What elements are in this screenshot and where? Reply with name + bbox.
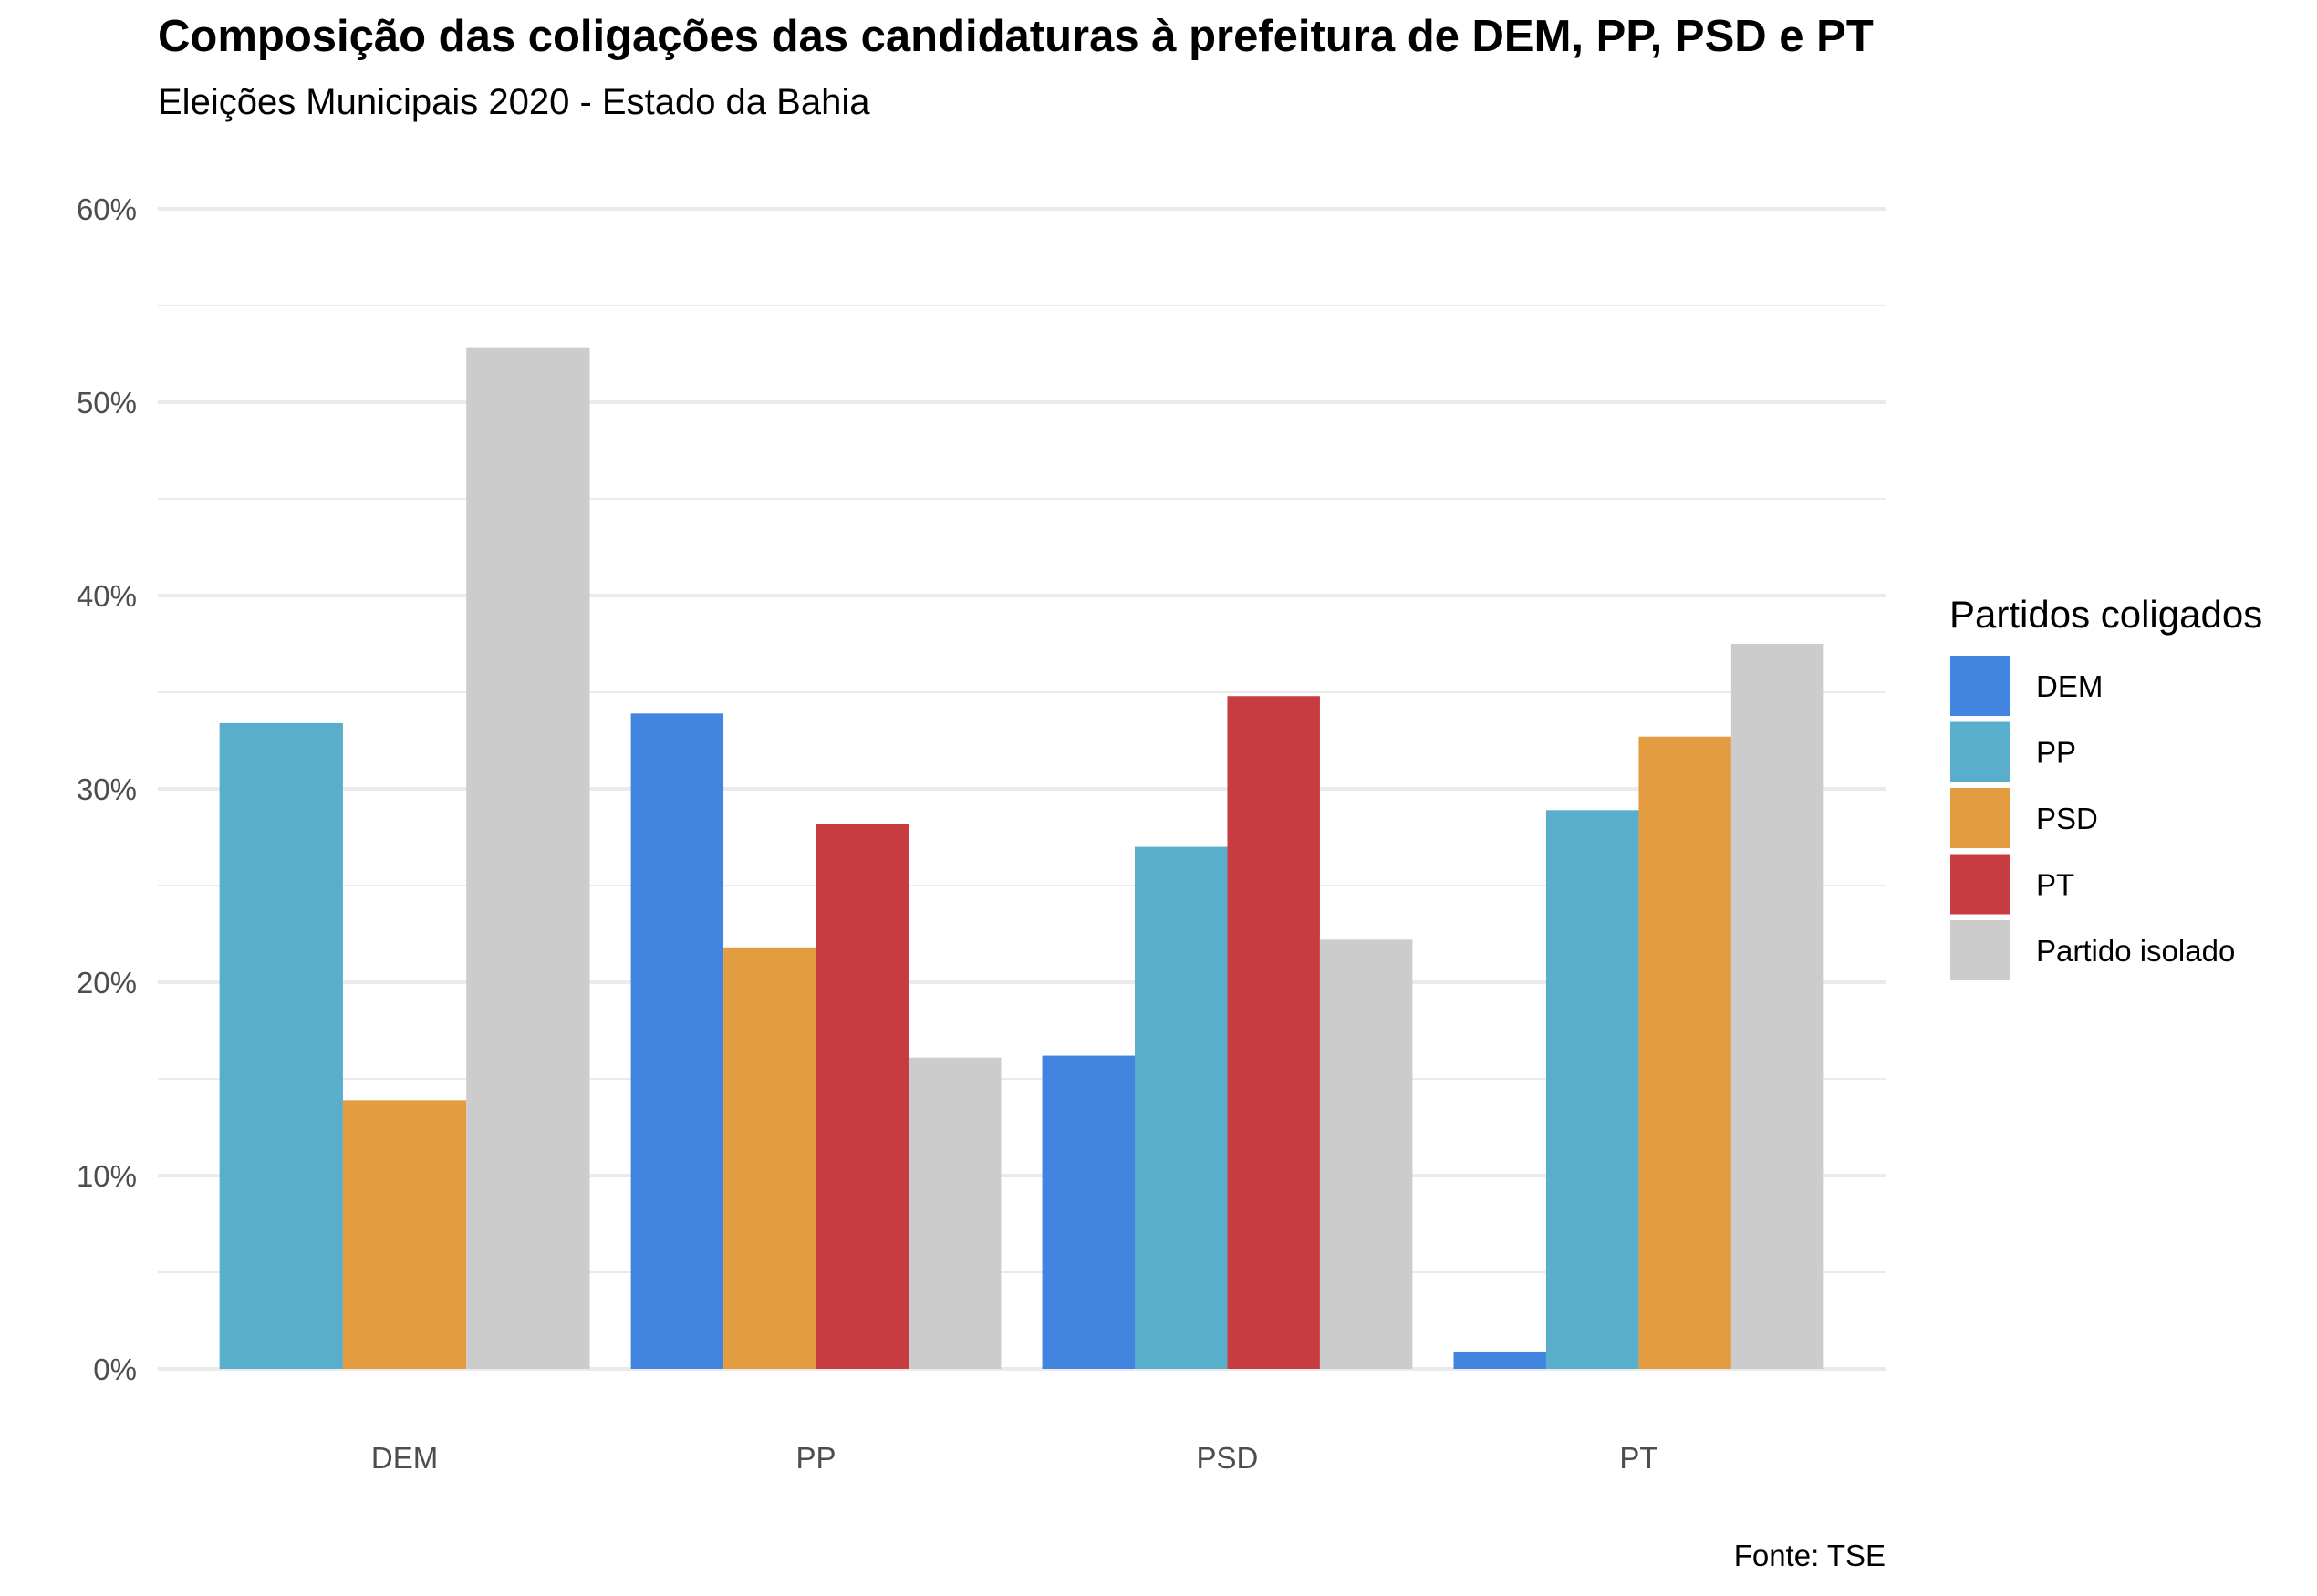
chart-title: Composição das coligações das candidatur… <box>158 12 1874 61</box>
x-axis-tick-labels: DEM PP PSD PT <box>371 1441 1658 1475</box>
bar-dem-partido-isolado <box>466 347 590 1369</box>
y-tick-label: 50% <box>77 386 137 420</box>
y-tick-label: 40% <box>77 579 137 613</box>
legend-swatch <box>1950 920 2010 980</box>
legend-swatch <box>1950 788 2010 848</box>
legend-title: Partidos coligados <box>1949 593 2262 636</box>
legend-swatch <box>1950 721 2010 782</box>
bar-pp-partido-isolado <box>908 1057 1002 1369</box>
y-tick-label: 10% <box>77 1159 137 1193</box>
chart-caption: Fonte: TSE <box>1733 1539 1886 1572</box>
y-tick-label: 60% <box>77 192 137 226</box>
y-axis-tick-labels: 0% 10% 20% 30% 40% 50% 60% <box>77 192 137 1386</box>
y-tick-label: 20% <box>77 966 137 1000</box>
bar-pt-pp <box>1545 810 1639 1369</box>
bar-pp-dem <box>630 713 724 1369</box>
bar-dem-pp <box>219 722 343 1369</box>
bar-psd-dem <box>1042 1055 1136 1369</box>
legend-swatch <box>1950 656 2010 716</box>
gridlines <box>158 207 1886 1371</box>
bar-pp-psd <box>723 947 816 1369</box>
legend-swatch <box>1950 854 2010 915</box>
y-tick-label: 0% <box>93 1352 137 1386</box>
x-tick-label: DEM <box>371 1441 438 1475</box>
bar-pt-dem <box>1453 1351 1546 1369</box>
bars <box>219 347 1824 1369</box>
legend-label: DEM <box>2036 669 2103 703</box>
y-tick-label: 30% <box>77 772 137 806</box>
bar-psd-pt <box>1227 696 1320 1369</box>
bar-psd-pp <box>1135 846 1228 1369</box>
legend: Partidos coligados DEM PP PSD PT Partido iso… <box>1949 593 2262 980</box>
legend-label: PT <box>2036 868 2074 902</box>
bar-dem-psd <box>342 1100 467 1369</box>
legend-label: PP <box>2036 736 2076 770</box>
bar-pp-pt <box>816 824 909 1369</box>
bar-pt-psd <box>1638 736 1731 1369</box>
chart-subtitle: Eleições Municipais 2020 - Estado da Bah… <box>158 82 870 122</box>
legend-label: PSD <box>2036 802 2098 835</box>
bar-pt-partido-isolado <box>1730 644 1824 1369</box>
x-tick-label: PP <box>796 1441 836 1475</box>
legend-label: Partido isolado <box>2036 934 2235 968</box>
x-tick-label: PT <box>1619 1441 1657 1475</box>
bar-psd-partido-isolado <box>1319 939 1413 1369</box>
x-tick-label: PSD <box>1197 1441 1259 1475</box>
